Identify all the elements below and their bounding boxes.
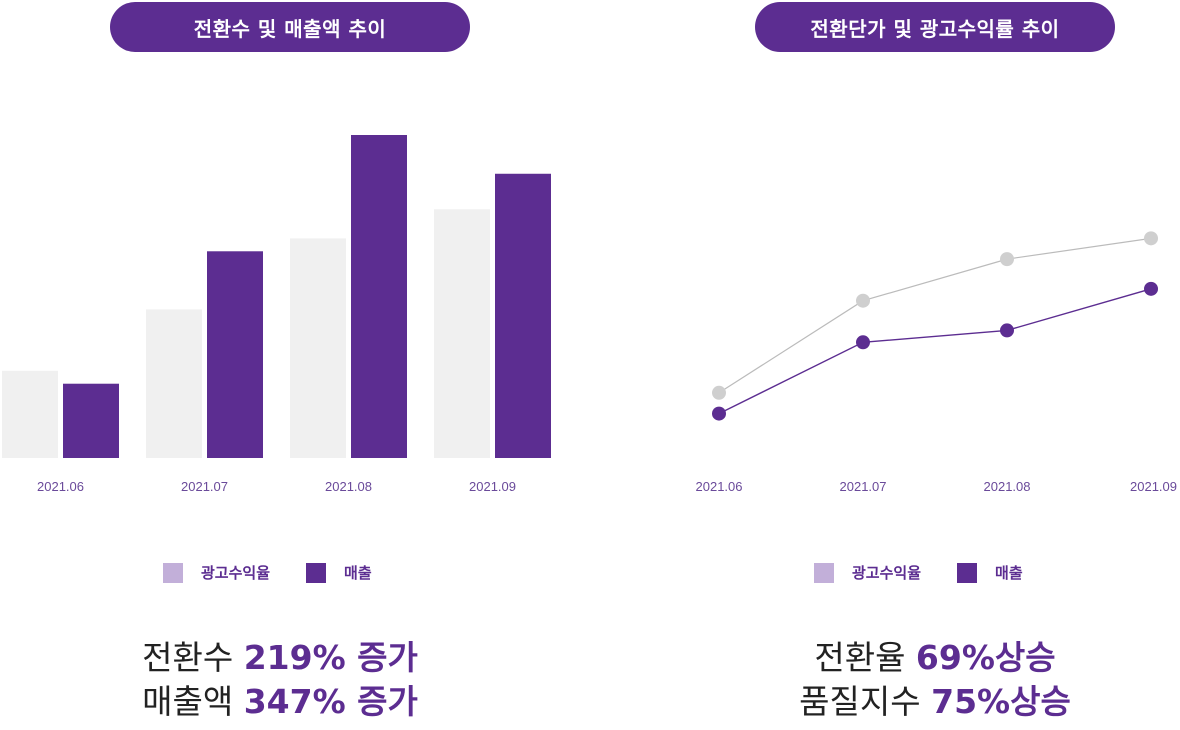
x-tick-label: 2021.06	[696, 479, 743, 494]
point-ad-return-2021.06	[712, 385, 726, 400]
legend-swatch-sales	[957, 562, 978, 583]
summary-line-quality-index: 품질지수 75%상승	[675, 680, 1180, 724]
x-tick-label: 2021.08	[325, 479, 372, 494]
point-ad-return-2021.09	[1144, 231, 1158, 246]
legend-item-sales: 매출	[957, 562, 1023, 583]
left-chart-title: 전환수 및 매출액 추이	[110, 2, 470, 52]
series-line-ad-return	[718, 237, 1152, 394]
bar-sales-2021.06	[63, 383, 119, 458]
point-sales-2021.07	[856, 335, 870, 350]
bar-sales-2021.07	[207, 251, 263, 458]
bar-ad-return-2021.09	[434, 209, 490, 458]
point-sales-2021.09	[1144, 281, 1158, 296]
legend-item-ad-return: 광고수익율	[163, 562, 270, 583]
legend-label: 매출	[344, 564, 372, 582]
legend-label: 광고수익율	[852, 564, 922, 582]
x-tick-label: 2021.07	[840, 479, 887, 494]
bar-ad-return-2021.08	[290, 238, 346, 458]
right-legend: 광고수익율 매출	[814, 562, 1059, 583]
point-ad-return-2021.08	[1000, 252, 1014, 267]
summary-prefix: 전환율	[814, 638, 916, 677]
x-tick-label: 2021.07	[181, 479, 228, 494]
legend-swatch-ad-return	[814, 562, 834, 583]
x-tick-label: 2021.09	[469, 479, 516, 494]
x-tick-label: 2021.09	[1130, 479, 1177, 494]
right-summary: 전환율 69%상승 품질지수 75%상승	[675, 636, 1180, 724]
point-ad-return-2021.07	[856, 293, 870, 308]
legend-item-ad-return: 광고수익율	[814, 562, 921, 583]
x-tick-label: 2021.06	[37, 479, 84, 494]
legend-swatch-sales	[306, 562, 327, 583]
x-tick-label: 2021.08	[984, 479, 1031, 494]
summary-line-conversion-rate: 전환율 69%상승	[675, 636, 1180, 680]
summary-highlight: 219% 증가	[243, 638, 418, 677]
summary-highlight: 69%상승	[915, 638, 1056, 677]
point-sales-2021.06	[712, 406, 726, 421]
bar-ad-return-2021.07	[146, 309, 202, 458]
bar-sales-2021.08	[351, 135, 407, 458]
left-summary: 전환수 219% 증가 매출액 347% 증가	[20, 636, 540, 724]
legend-item-sales: 매출	[306, 562, 372, 583]
bar-chart: 2021.06 2021.07 2021.08 2021.09	[2, 135, 551, 494]
summary-prefix: 전환수	[142, 638, 244, 677]
series-line-sales	[718, 288, 1152, 415]
right-chart-title: 전환단가 및 광고수익률 추이	[755, 2, 1115, 52]
summary-highlight: 347% 증가	[243, 682, 418, 721]
legend-label: 매출	[995, 564, 1023, 582]
legend-label: 광고수익율	[201, 564, 271, 582]
bar-ad-return-2021.06	[2, 370, 58, 458]
summary-line-revenue: 매출액 347% 증가	[20, 680, 540, 724]
summary-line-conversions: 전환수 219% 증가	[20, 636, 540, 680]
left-legend: 광고수익율 매출	[163, 562, 408, 583]
point-sales-2021.08	[1000, 323, 1014, 338]
bar-sales-2021.09	[495, 173, 551, 458]
summary-highlight: 75%상승	[931, 682, 1071, 721]
summary-prefix: 품질지수	[799, 682, 932, 721]
summary-prefix: 매출액	[142, 682, 244, 721]
legend-swatch-ad-return	[163, 562, 183, 583]
